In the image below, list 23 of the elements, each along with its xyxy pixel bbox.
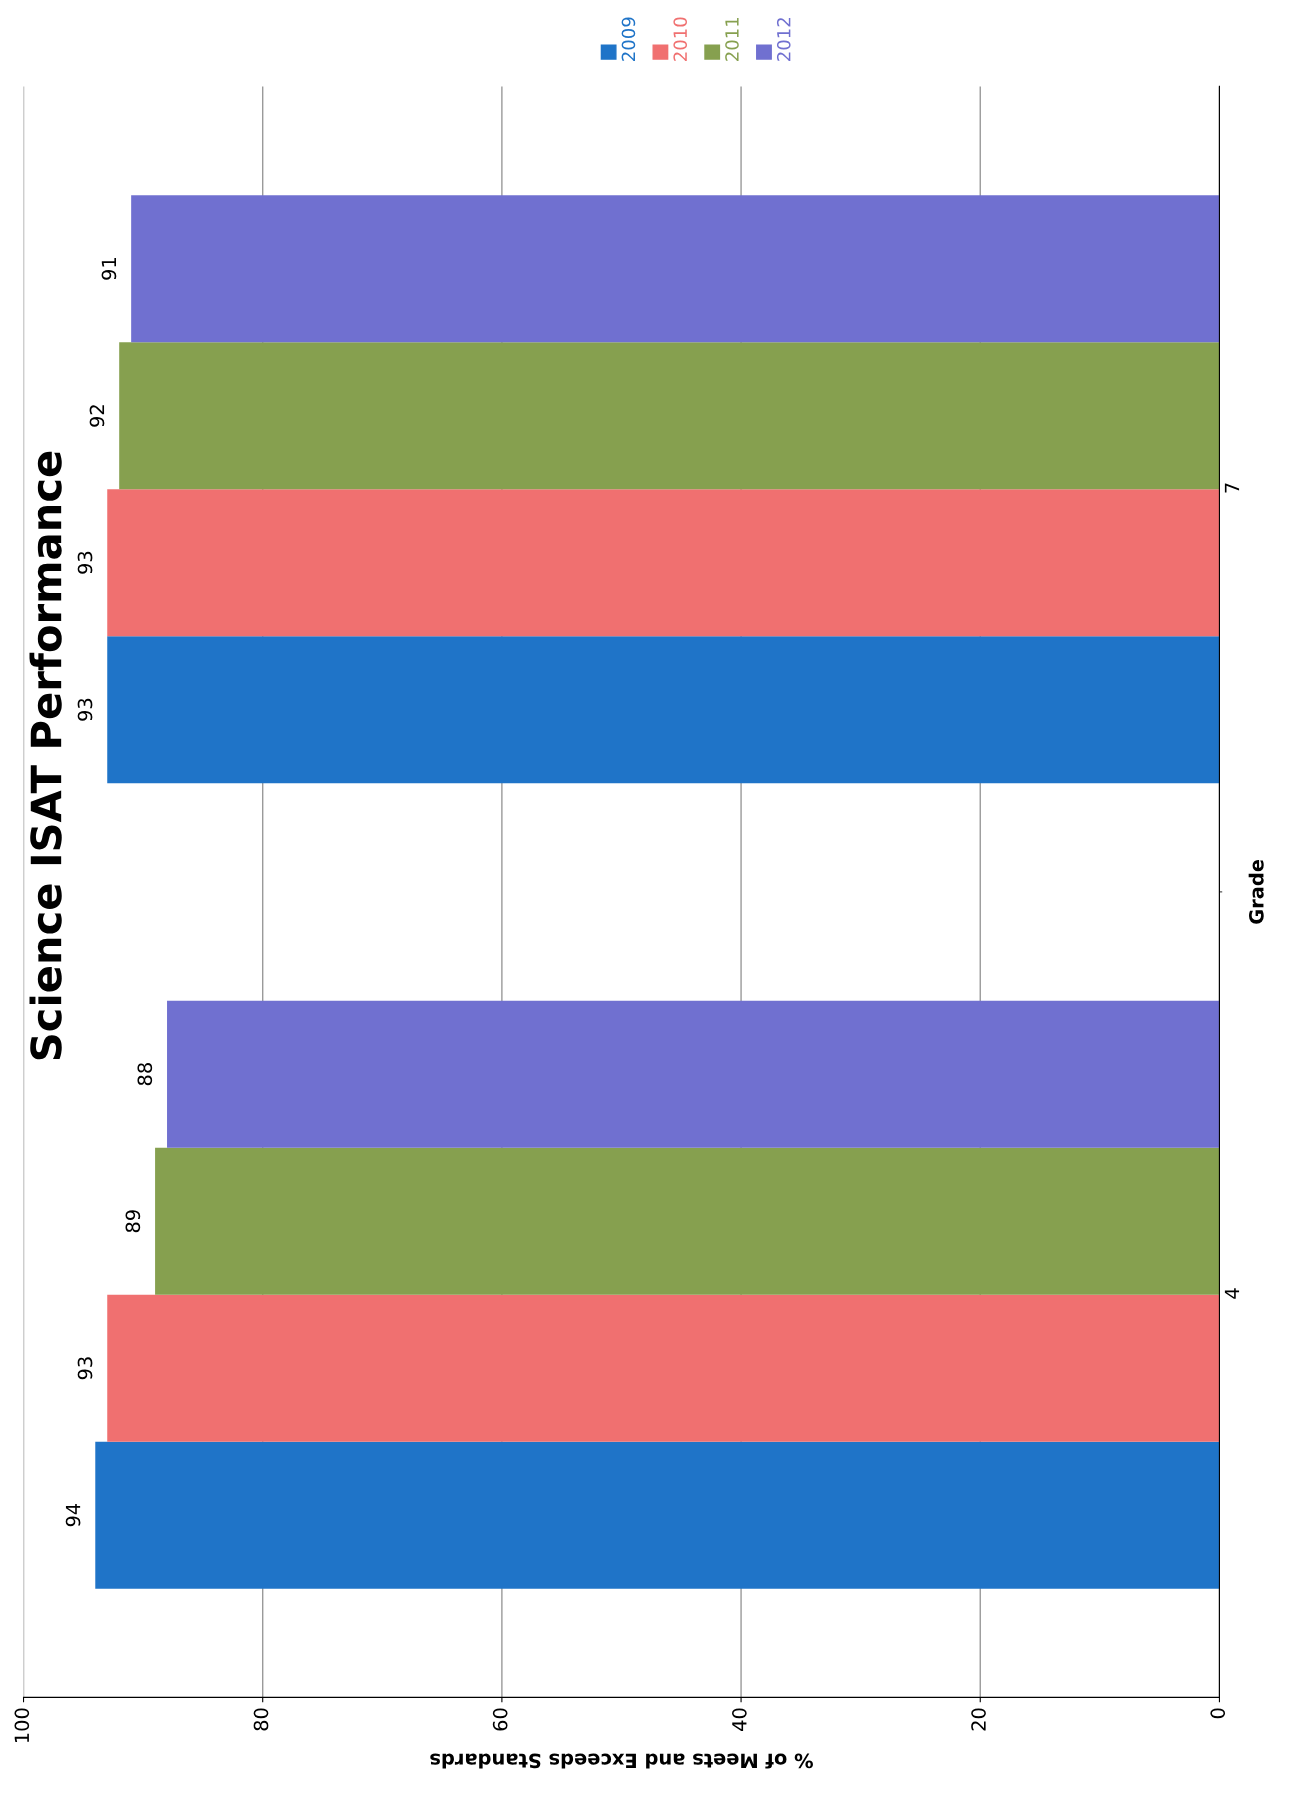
data-label: 93	[77, 698, 93, 721]
text: 2012	[776, 18, 791, 61]
x-tick-label: 0	[1210, 1708, 1226, 1719]
text: 2011	[725, 17, 739, 61]
data-label: 94	[65, 1503, 81, 1527]
x-tick-label: 40	[732, 1708, 747, 1731]
x-tick-label: 100	[14, 1708, 30, 1743]
data-label: 92	[89, 405, 105, 427]
x-tick-label: 20	[971, 1708, 986, 1731]
data-label: 89	[125, 1210, 141, 1233]
y-tick-label: 7	[1224, 483, 1240, 493]
data-label: 91	[101, 258, 117, 280]
text: 2009	[621, 17, 636, 61]
data-label: 93	[77, 1357, 93, 1380]
y-tick-label: 4	[1224, 1288, 1240, 1299]
x-tick-label: 60	[492, 1708, 508, 1731]
text: Science ISAT Performance	[29, 451, 62, 1060]
x-axis-title: % of Meets and Exceeds Standards	[430, 1753, 813, 1769]
x-tick-label: 80	[253, 1708, 269, 1731]
data-label: 88	[137, 1063, 153, 1086]
text: 2010	[673, 17, 688, 61]
y-axis-title: Grade	[1248, 859, 1264, 924]
data-label: 93	[77, 551, 93, 574]
